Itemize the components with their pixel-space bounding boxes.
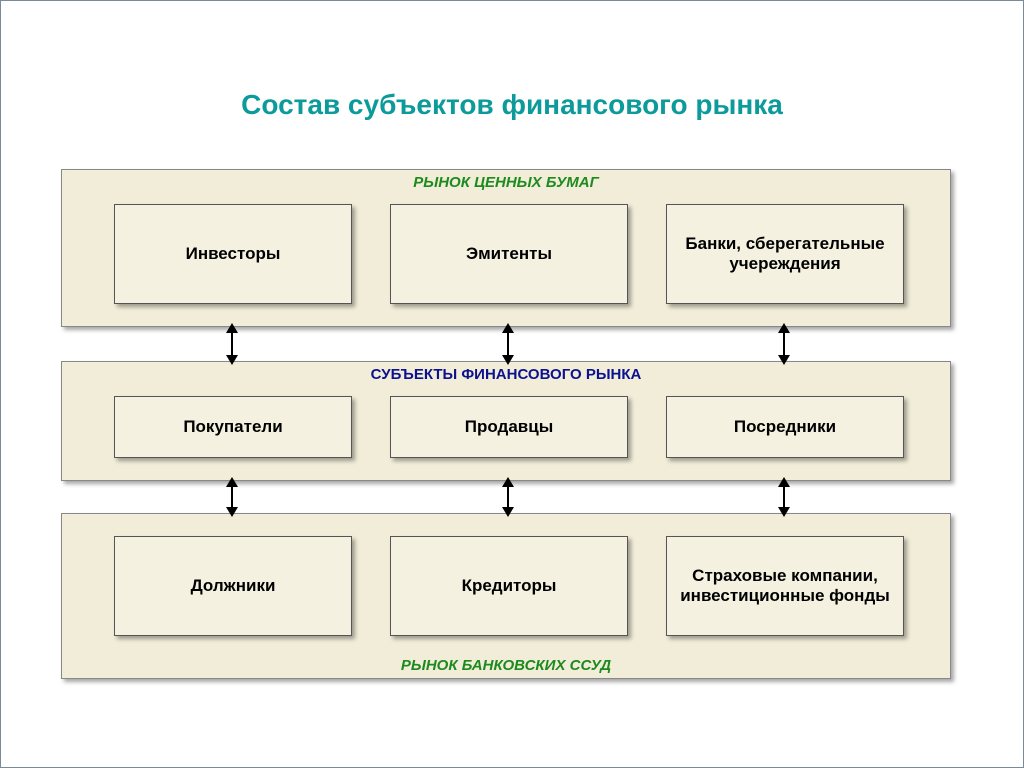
arrow-bot-2 [502,477,514,517]
box-creditors: Кредиторы [390,536,628,636]
panel-subjects: СУБЪЕКТЫ ФИНАНСОВОГО РЫНКА Покупатели Пр… [61,361,951,481]
arrow-top-1 [226,323,238,365]
panel-label-bot: РЫНОК БАНКОВСКИХ ССУД [62,657,950,674]
diagram: РЫНОК ЦЕННЫХ БУМАГ Инвесторы Эмитенты Ба… [61,169,965,679]
box-buyers: Покупатели [114,396,352,458]
box-insurance-funds: Страховые компании, инвестиционные фонды [666,536,904,636]
page: Состав субъектов финансового рынка РЫНОК… [0,0,1024,768]
arrow-bot-3 [778,477,790,517]
box-banks: Банки, сберегательные учереждения [666,204,904,304]
box-debtors: Должники [114,536,352,636]
arrow-top-2 [502,323,514,365]
page-title: Состав субъектов финансового рынка [1,89,1023,121]
box-issuers: Эмитенты [390,204,628,304]
box-sellers: Продавцы [390,396,628,458]
arrow-top-3 [778,323,790,365]
box-intermediaries: Посредники [666,396,904,458]
arrow-bot-1 [226,477,238,517]
panel-securities-market: РЫНОК ЦЕННЫХ БУМАГ Инвесторы Эмитенты Ба… [61,169,951,327]
panel-bank-loans: Должники Кредиторы Страховые компании, и… [61,513,951,679]
panel-label-top: РЫНОК ЦЕННЫХ БУМАГ [62,174,950,191]
box-investors: Инвесторы [114,204,352,304]
panel-label-mid: СУБЪЕКТЫ ФИНАНСОВОГО РЫНКА [62,366,950,383]
